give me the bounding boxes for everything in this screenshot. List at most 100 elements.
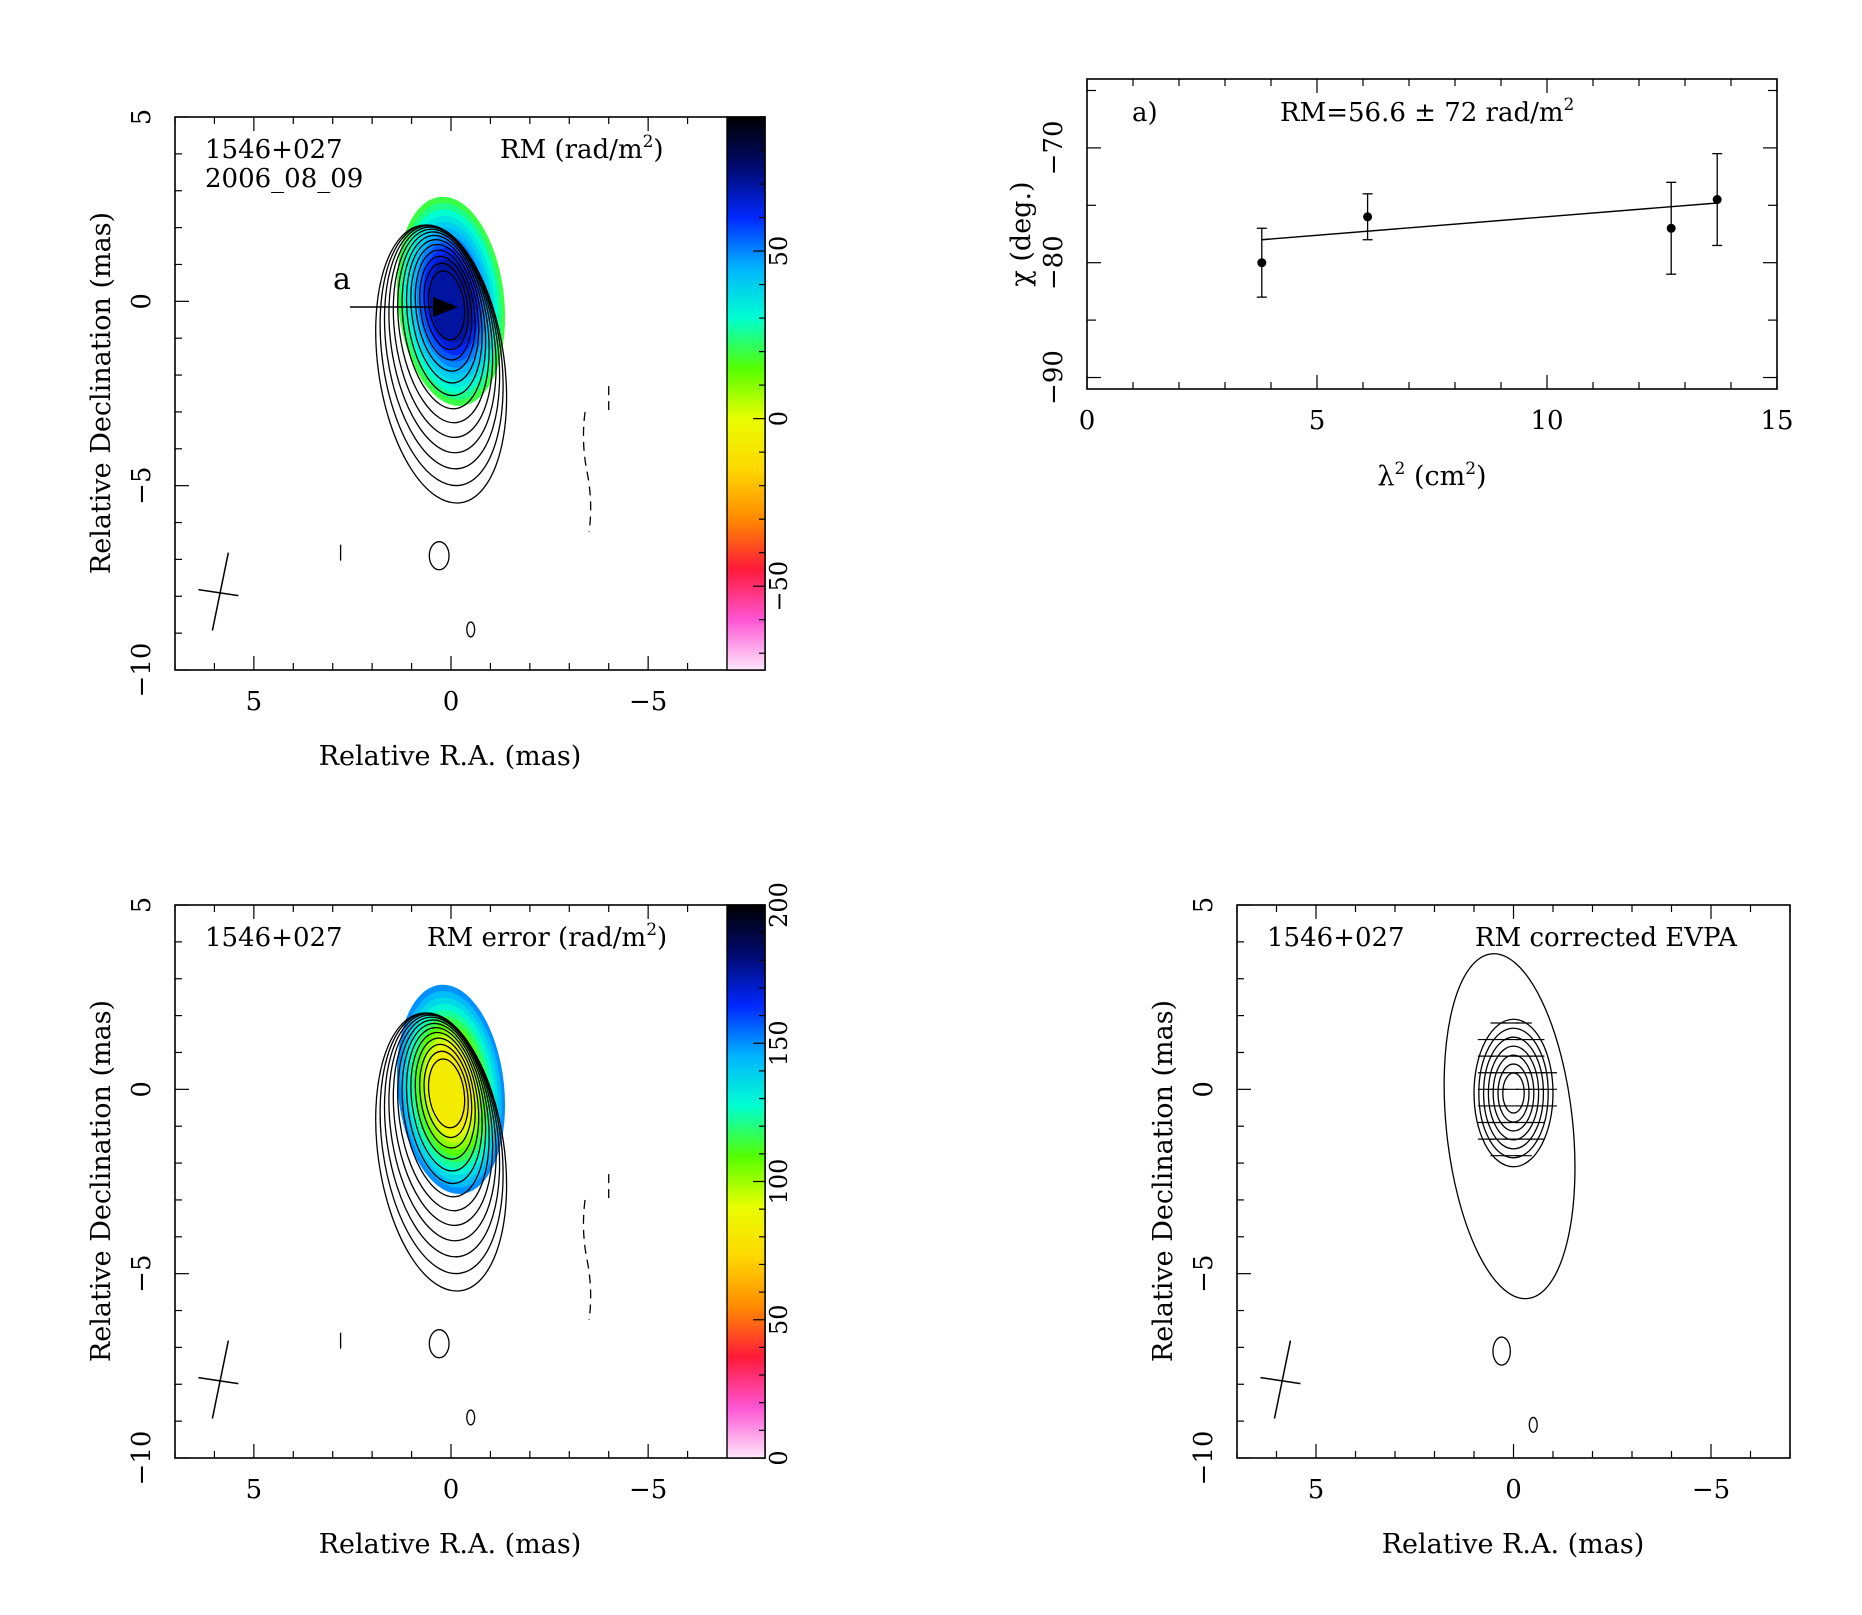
data-point xyxy=(1712,195,1722,205)
contour-level xyxy=(1478,1027,1549,1159)
y-tick-label: −10 xyxy=(127,643,157,698)
rm-map-epoch: 2006_08_09 xyxy=(205,164,363,194)
beam-major-axis xyxy=(211,1340,230,1419)
colorbar-tick-label: 0 xyxy=(765,411,793,426)
beam-minor-axis xyxy=(198,588,239,597)
rm-fit-data xyxy=(1256,152,1723,298)
contour-level xyxy=(397,1019,490,1212)
rm-pixel-region xyxy=(429,260,473,343)
evpa-ylabel: Relative Declination (mas) xyxy=(1148,1000,1179,1362)
colorbar-tick-label: 50 xyxy=(765,1304,793,1335)
rm-error-ylabel: Relative Declination (mas) xyxy=(86,1000,117,1362)
negative-contour xyxy=(582,411,592,533)
y-tick-label: 5 xyxy=(127,109,157,126)
evpa-source: 1546+027 xyxy=(1267,923,1405,953)
rm-map-panel: 500−50 5 0 −550−5−10 1546+027 2006_08_09 R… xyxy=(86,109,793,772)
x-tick-label: 10 xyxy=(1530,406,1563,436)
contour-blob xyxy=(466,1409,476,1426)
rm-fit-xlabel: λ2 (cm2) xyxy=(1377,459,1486,492)
contour-level xyxy=(397,231,490,424)
negative-contour xyxy=(582,1199,592,1321)
contour-blob xyxy=(466,621,476,638)
rm-fit-panel: 0 5 10 15 −70 −80 −90 a) RM=56.6 ± 72 rad/m2 λ… xyxy=(1006,78,1794,492)
x-tick-label: 0 xyxy=(443,1475,460,1505)
rm-map-marker-a: a xyxy=(333,262,351,297)
contour-level xyxy=(379,224,504,487)
beam-major-axis xyxy=(1273,1340,1292,1419)
rm-error-xlabel: Relative R.A. (mas) xyxy=(319,1529,582,1560)
beam-minor-axis xyxy=(1260,1376,1301,1385)
y-tick-label: −5 xyxy=(127,1255,157,1293)
contour-level xyxy=(427,1058,466,1129)
contour-level xyxy=(1492,1054,1535,1132)
data-point xyxy=(1666,223,1676,233)
rm-fit-frame xyxy=(1086,78,1778,390)
rm-colorbar: 50 0 −50 xyxy=(726,116,793,671)
marker-arrowhead xyxy=(433,297,458,317)
y-tick-label: 5 xyxy=(1189,897,1219,914)
contour-level xyxy=(410,243,480,384)
y-tick-label: −90 xyxy=(1039,350,1069,405)
rm-map-xlabel: Relative R.A. (mas) xyxy=(319,741,582,772)
y-tick-label: −80 xyxy=(1039,235,1069,290)
contour-level xyxy=(388,1014,497,1242)
rm-error-source: 1546+027 xyxy=(205,923,343,953)
rm-fit-panel-tag: a) xyxy=(1132,98,1158,128)
y-tick-label: 5 xyxy=(127,897,157,914)
colorbar-tick-label: 0 xyxy=(765,1450,793,1465)
evpa-ticks: 5 0 −5 5 0 −5 −10 xyxy=(1189,897,1791,1505)
x-tick-label: 0 xyxy=(443,687,460,717)
x-tick-label: 15 xyxy=(1760,406,1793,436)
contour-level xyxy=(392,1016,494,1227)
contour-level xyxy=(1443,953,1576,1300)
x-tick-label: 5 xyxy=(1308,1475,1325,1505)
contour-level xyxy=(1482,1036,1545,1150)
y-tick-label: 0 xyxy=(127,293,157,310)
y-tick-label: 0 xyxy=(1189,1081,1219,1098)
contour-level xyxy=(401,1022,487,1198)
colorbar-tick-label: 150 xyxy=(765,1020,793,1066)
evpa-frame xyxy=(1236,904,1791,1459)
evpa-xlabel: Relative R.A. (mas) xyxy=(1382,1529,1645,1560)
contour-blob xyxy=(428,541,450,571)
x-tick-label: 0 xyxy=(1079,406,1096,436)
rm-fit-ticks: 0 5 10 15 −70 −80 −90 xyxy=(1039,79,1794,436)
rm-error-ticks: 5 0 −5 5 0 −5 −10 xyxy=(127,897,689,1505)
contour-level xyxy=(379,1012,504,1275)
rm-fit-ylabel: χ (deg.) xyxy=(1006,181,1037,286)
x-tick-label: 5 xyxy=(1309,406,1326,436)
evpa-vectors xyxy=(1477,1022,1558,1157)
rm-map-quantity: RM (rad/m2) xyxy=(500,132,664,165)
beam-major-axis xyxy=(211,552,230,631)
contour-level xyxy=(419,1043,473,1149)
y-tick-label: −70 xyxy=(1039,120,1069,175)
rm-map-contours xyxy=(198,224,610,638)
contour-level xyxy=(1473,1018,1554,1168)
colorbar-tick-label: 50 xyxy=(765,236,793,267)
contour-level xyxy=(427,270,466,341)
evpa-contours xyxy=(1260,953,1576,1433)
y-tick-label: 0 xyxy=(127,1081,157,1098)
rm-map-source: 1546+027 xyxy=(205,135,343,165)
contour-blob xyxy=(428,1329,450,1359)
rm-map-ylabel: Relative Declination (mas) xyxy=(86,212,117,574)
x-tick-label: 5 xyxy=(246,1475,263,1505)
contour-blob xyxy=(1492,1336,1511,1366)
contour-level xyxy=(414,1037,476,1160)
x-tick-label: 5 xyxy=(246,687,263,717)
rm-error-image xyxy=(396,984,506,1194)
colorbar-tick-label: 100 xyxy=(765,1159,793,1205)
contour-level xyxy=(423,262,469,351)
contour-level xyxy=(401,234,487,410)
evpa-panel: 5 0 −5 5 0 −5 −10 1546+027 RM corrected EVPA R… xyxy=(1148,897,1791,1560)
contour-level xyxy=(405,238,483,397)
y-tick-label: −10 xyxy=(127,1431,157,1486)
rm-pixel-region xyxy=(429,1048,473,1131)
rm-map-ticks: 5 0 −5 5 0 −5 −10 xyxy=(127,109,689,717)
rm-error-contours xyxy=(198,1012,610,1426)
colorbar-fill xyxy=(727,117,765,670)
data-point xyxy=(1257,258,1267,268)
contour-level xyxy=(392,228,494,439)
colorbar-tick-label: −50 xyxy=(765,561,793,612)
